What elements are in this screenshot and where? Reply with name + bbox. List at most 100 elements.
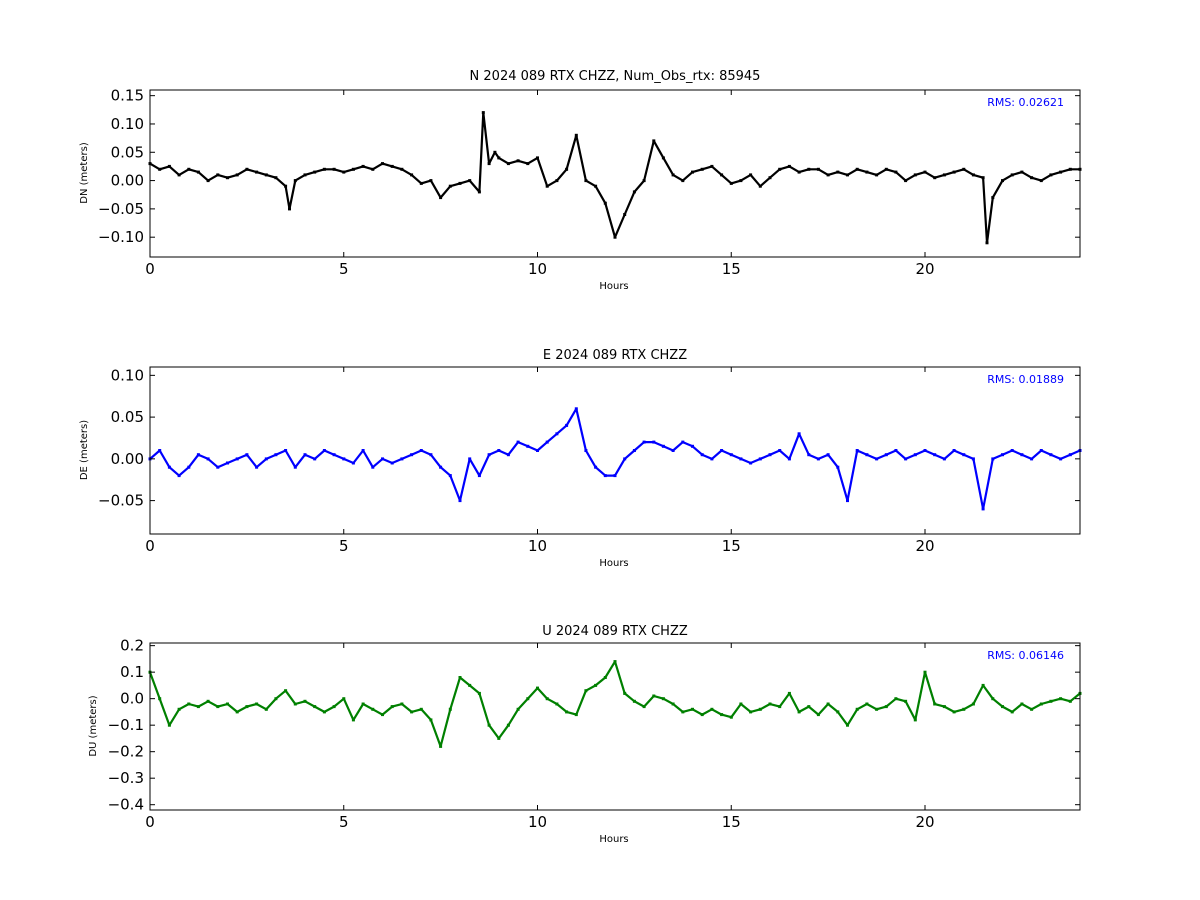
data-point [807, 453, 811, 457]
data-point [1001, 179, 1004, 183]
data-point [632, 449, 636, 452]
data-point [904, 699, 908, 703]
data-point [991, 697, 995, 701]
plot-area [148, 660, 1082, 748]
data-point [623, 457, 627, 461]
y-tick-label: 0.0 [120, 690, 144, 708]
data-point [293, 702, 297, 706]
data-point [187, 702, 191, 706]
data-point [661, 444, 665, 448]
data-point [293, 179, 297, 183]
data-point [506, 162, 510, 166]
data-point [875, 457, 879, 461]
data-point [846, 499, 849, 503]
data-point [506, 723, 510, 727]
data-point [371, 167, 375, 171]
data-point [613, 235, 617, 239]
data-point [167, 465, 171, 469]
data-point [448, 474, 452, 478]
rms-label: RMS: 0.06146 [987, 649, 1064, 662]
data-point [962, 707, 966, 711]
data-point [749, 710, 753, 714]
data-point [255, 702, 259, 706]
data-point [594, 184, 598, 188]
data-point [497, 156, 501, 160]
data-point [729, 453, 733, 457]
data-point [942, 705, 946, 709]
data-point [720, 713, 724, 717]
data-point [603, 201, 607, 205]
data-point [545, 184, 549, 188]
data-point [497, 736, 501, 740]
data-point [371, 465, 375, 469]
data-point [613, 660, 617, 664]
data-point [661, 697, 665, 701]
data-point [487, 162, 491, 166]
data-point [255, 170, 259, 174]
data-point [962, 453, 966, 457]
data-point [226, 461, 229, 465]
data-point [1049, 699, 1053, 703]
data-point [419, 181, 423, 185]
data-point [584, 689, 588, 693]
data-point [865, 702, 869, 706]
data-point [691, 170, 694, 174]
data-point [458, 181, 462, 185]
data-point [1010, 449, 1014, 452]
data-point [816, 457, 820, 461]
y-tick-label: 0.10 [111, 115, 144, 133]
data-point [933, 176, 937, 180]
data-point [700, 713, 704, 717]
data-point [429, 718, 433, 722]
data-point [826, 173, 830, 177]
data-point [739, 702, 743, 706]
data-point [942, 457, 946, 461]
data-point [516, 440, 520, 444]
data-point [255, 465, 259, 469]
data-point [981, 683, 985, 687]
data-point [768, 453, 772, 457]
data-point [390, 705, 394, 709]
data-point [642, 179, 646, 183]
data-point [652, 440, 656, 444]
data-point [322, 167, 326, 171]
x-tick-label: 0 [145, 260, 155, 278]
data-point [942, 173, 946, 177]
x-tick-label: 15 [722, 537, 741, 555]
y-tick-label: 0.05 [111, 408, 144, 426]
data-point [884, 167, 888, 171]
data-point [351, 461, 355, 465]
data-point [681, 179, 685, 183]
data-point [884, 453, 888, 457]
data-point [216, 465, 220, 469]
data-point [506, 453, 510, 457]
data-point [196, 705, 200, 709]
data-point [981, 176, 985, 180]
data-point [875, 707, 879, 711]
data-point [264, 457, 268, 461]
data-point [322, 449, 326, 452]
data-point [264, 173, 268, 177]
data-point [419, 449, 423, 452]
data-point [603, 676, 607, 679]
data-point [1020, 170, 1024, 174]
rms-label: RMS: 0.02621 [987, 96, 1064, 109]
data-point [545, 440, 549, 444]
data-point [691, 444, 694, 448]
data-point [351, 167, 355, 171]
data-point [177, 474, 181, 478]
data-point [565, 423, 569, 427]
data-point [952, 710, 956, 714]
data-point [196, 170, 200, 174]
x-tick-label: 20 [915, 813, 934, 831]
data-point [1020, 453, 1024, 457]
data-point [332, 453, 336, 457]
data-point [923, 170, 927, 174]
data-point [855, 449, 859, 452]
data-point [390, 461, 394, 465]
data-point [429, 179, 433, 183]
data-point [739, 179, 743, 183]
data-point [477, 190, 481, 194]
data-point [1059, 697, 1063, 701]
data-point [797, 432, 801, 436]
